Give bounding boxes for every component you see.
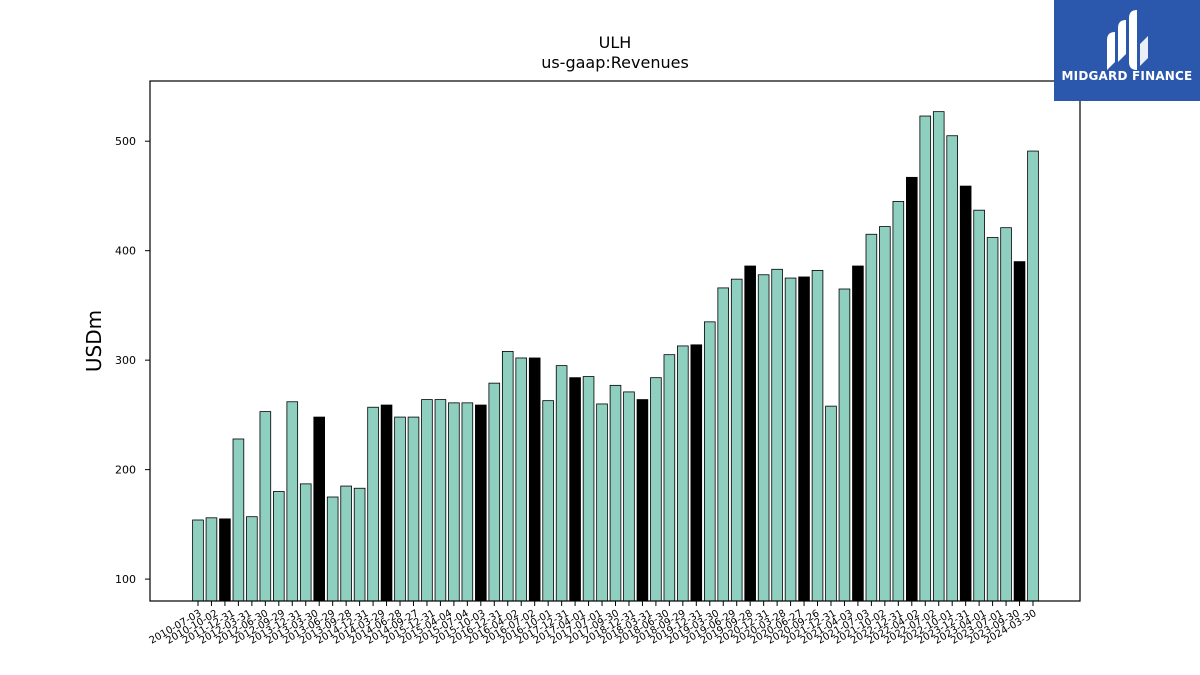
bar (569, 377, 581, 602)
bar (205, 517, 218, 602)
bar (730, 278, 743, 602)
bar (771, 268, 783, 602)
bar (865, 233, 878, 602)
bar (367, 406, 379, 602)
bar (515, 357, 528, 602)
bar (542, 400, 554, 602)
bar (986, 237, 999, 602)
bar (394, 416, 406, 602)
bar (1013, 261, 1026, 602)
bar (286, 401, 299, 602)
bar (959, 185, 972, 602)
bar (313, 416, 325, 602)
logo-text: MIDGARD FINANCE (1061, 69, 1193, 83)
bar (636, 399, 649, 602)
bar (919, 115, 932, 602)
bar (650, 377, 662, 602)
bar (555, 365, 568, 602)
bar (798, 276, 810, 602)
bar (892, 201, 905, 602)
y-tick-label: 300 (115, 354, 136, 367)
bar (528, 357, 541, 602)
bar (906, 176, 918, 602)
bar (501, 350, 514, 602)
bar (596, 403, 608, 602)
y-tick-label: 100 (115, 573, 136, 586)
bar (811, 269, 824, 602)
bar (488, 382, 501, 602)
bar (973, 209, 985, 602)
bar (219, 518, 231, 602)
y-tick-label: 500 (115, 135, 136, 148)
bar (259, 411, 272, 602)
midgard-finance-logo: MIDGARD FINANCE (1054, 0, 1200, 101)
bar (932, 111, 945, 602)
bar (1000, 227, 1012, 602)
bar (340, 485, 352, 602)
bar (663, 354, 676, 602)
bar (461, 402, 474, 602)
bar (717, 287, 730, 602)
bar (623, 391, 635, 602)
bar (757, 274, 770, 602)
bar (690, 344, 703, 602)
chart-title: ULH (599, 33, 632, 52)
bar (825, 405, 837, 602)
bar (744, 265, 756, 602)
bar (326, 496, 339, 602)
bar (192, 519, 204, 602)
bar (879, 226, 891, 602)
bar (609, 384, 622, 602)
bar (273, 491, 285, 602)
bar (852, 265, 864, 602)
x-ticks-group: 2010-07-032010-10-022011-12-312012-03-31… (148, 601, 1039, 647)
bar (434, 399, 447, 602)
bars-group (192, 111, 1039, 602)
chart-subtitle: us-gaap:Revenues (541, 53, 689, 72)
y-tick-label: 200 (115, 464, 136, 477)
bar (475, 404, 487, 602)
logo-mark-icon (1107, 10, 1148, 70)
bar (1027, 150, 1039, 602)
y-ticks-group: 100 200 300 400 500 (115, 135, 150, 586)
y-axis-label: USDm (82, 310, 106, 372)
bar (380, 404, 393, 602)
bar (353, 487, 366, 602)
bar (448, 402, 460, 602)
y-tick-label: 400 (115, 245, 136, 258)
bar (677, 345, 689, 602)
bar (582, 376, 595, 602)
plot-frame (149, 80, 1081, 602)
bar (838, 288, 851, 602)
bar (703, 321, 716, 602)
bar (299, 483, 312, 602)
bar (784, 277, 797, 602)
bar (421, 399, 433, 602)
bar (946, 135, 958, 602)
bar (246, 516, 258, 602)
bar (407, 416, 420, 602)
bar (232, 438, 245, 602)
